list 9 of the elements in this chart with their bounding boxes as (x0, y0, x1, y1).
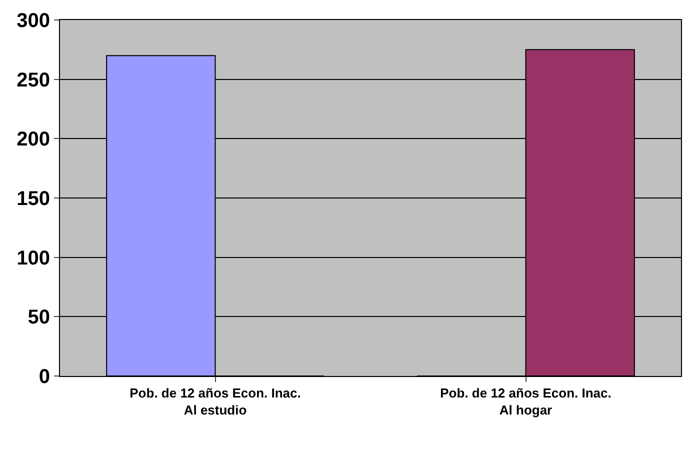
x-tick-label: Pob. de 12 años Econ. Inac. Al estudio (130, 386, 301, 418)
y-tick-label: 300 (16, 10, 50, 32)
x-tick-label: Pob. de 12 años Econ. Inac. Al hogar (440, 386, 612, 418)
y-tick-label: 50 (28, 306, 50, 329)
y-tick-label: 200 (16, 128, 50, 151)
y-tick-label: 0 (38, 366, 50, 388)
y-tick-label: 250 (16, 69, 50, 92)
y-tick-label: 100 (16, 247, 50, 270)
y-tick-label: 150 (16, 188, 50, 210)
